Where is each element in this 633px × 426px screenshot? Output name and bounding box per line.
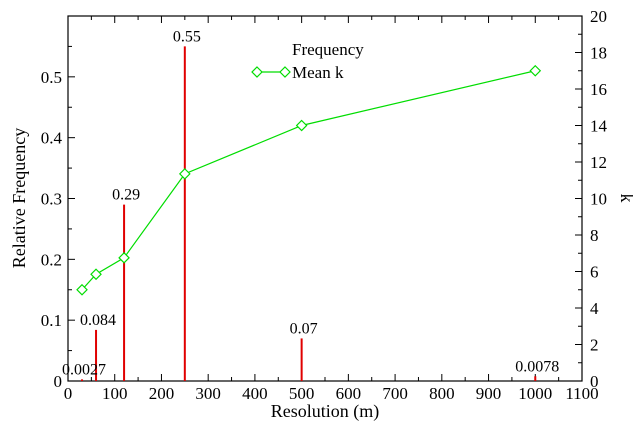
- legend-marker-mean-k-diamond-icon: [251, 66, 263, 78]
- y2-tick-label: 18: [590, 44, 607, 63]
- x-tick-label: 700: [382, 384, 408, 403]
- y-tick-label: 0.3: [41, 190, 62, 209]
- x-tick-label: 300: [195, 384, 221, 403]
- x-tick-label: 900: [476, 384, 502, 403]
- tick-marks: 0 100 200 300 400 500 600 700 800 900 1000 110000.1…: [41, 7, 608, 403]
- mean-k-point: [178, 168, 191, 180]
- y2-tick-label: 20: [590, 7, 607, 26]
- y2-tick-label: 16: [590, 80, 607, 99]
- y2-tick-label: 14: [590, 117, 608, 136]
- x-tick-label: 600: [336, 384, 362, 403]
- y-axis-title: Relative Frequency: [9, 128, 29, 268]
- legend-marker-mean-k-diamond-icon: [279, 66, 291, 78]
- mean-k-point: [529, 64, 542, 77]
- y2-tick-label: 0: [590, 372, 599, 391]
- y2-axis-title: k: [617, 194, 633, 203]
- mean-k-point: [295, 119, 308, 132]
- x-tick-label: 800: [429, 384, 455, 403]
- frequency-bar-label: 0.0027: [62, 361, 106, 378]
- frequency-bars: [81, 46, 537, 381]
- y-tick-label: 0.1: [41, 311, 62, 330]
- legend-label-mean-k: Mean k: [292, 63, 344, 82]
- y2-tick-label: 4: [590, 299, 599, 318]
- frequency-bar-label: 0.084: [80, 312, 116, 329]
- mean-k-point: [118, 251, 130, 264]
- y2-tick-label: 8: [590, 226, 599, 245]
- y-tick-label: 0.4: [41, 129, 63, 148]
- x-tick-label: 1100: [565, 384, 598, 403]
- x-tick-label: 0: [64, 384, 73, 403]
- y2-tick-label: 10: [590, 190, 607, 209]
- y-tick-label: 0: [54, 372, 63, 391]
- frequency-bar-label: 0.07: [290, 320, 318, 337]
- x-tick-label: 1000: [518, 384, 552, 403]
- frequency-bar-labels: 0.0027 0.084 0.29 0.55 0.07 0.0078: [62, 28, 559, 378]
- frequency-bar-label: 0.0078: [515, 358, 559, 375]
- x-tick-label: 500: [289, 384, 315, 403]
- frequency-bar-label: 0.29: [112, 187, 140, 204]
- frequency-bar-label: 0.55: [173, 28, 201, 45]
- x-tick-label: 400: [242, 384, 268, 403]
- x-tick-label: 200: [149, 384, 175, 403]
- x-tick-label: 100: [102, 384, 128, 403]
- legend-label-frequency: Frequency: [292, 40, 364, 59]
- y-tick-label: 0.5: [41, 68, 62, 87]
- x-axis-title: Resolution (m): [271, 401, 380, 422]
- y2-tick-label: 6: [590, 263, 599, 282]
- mean-k-line: [76, 64, 542, 296]
- mean-k-point: [76, 283, 88, 296]
- y2-tick-label: 12: [590, 153, 607, 172]
- y2-tick-label: 2: [590, 336, 599, 355]
- legend: Frequency Mean k: [251, 40, 364, 82]
- mean-k-polyline: [81, 70, 536, 291]
- mean-k-point: [90, 268, 102, 281]
- y-tick-label: 0.2: [41, 250, 62, 269]
